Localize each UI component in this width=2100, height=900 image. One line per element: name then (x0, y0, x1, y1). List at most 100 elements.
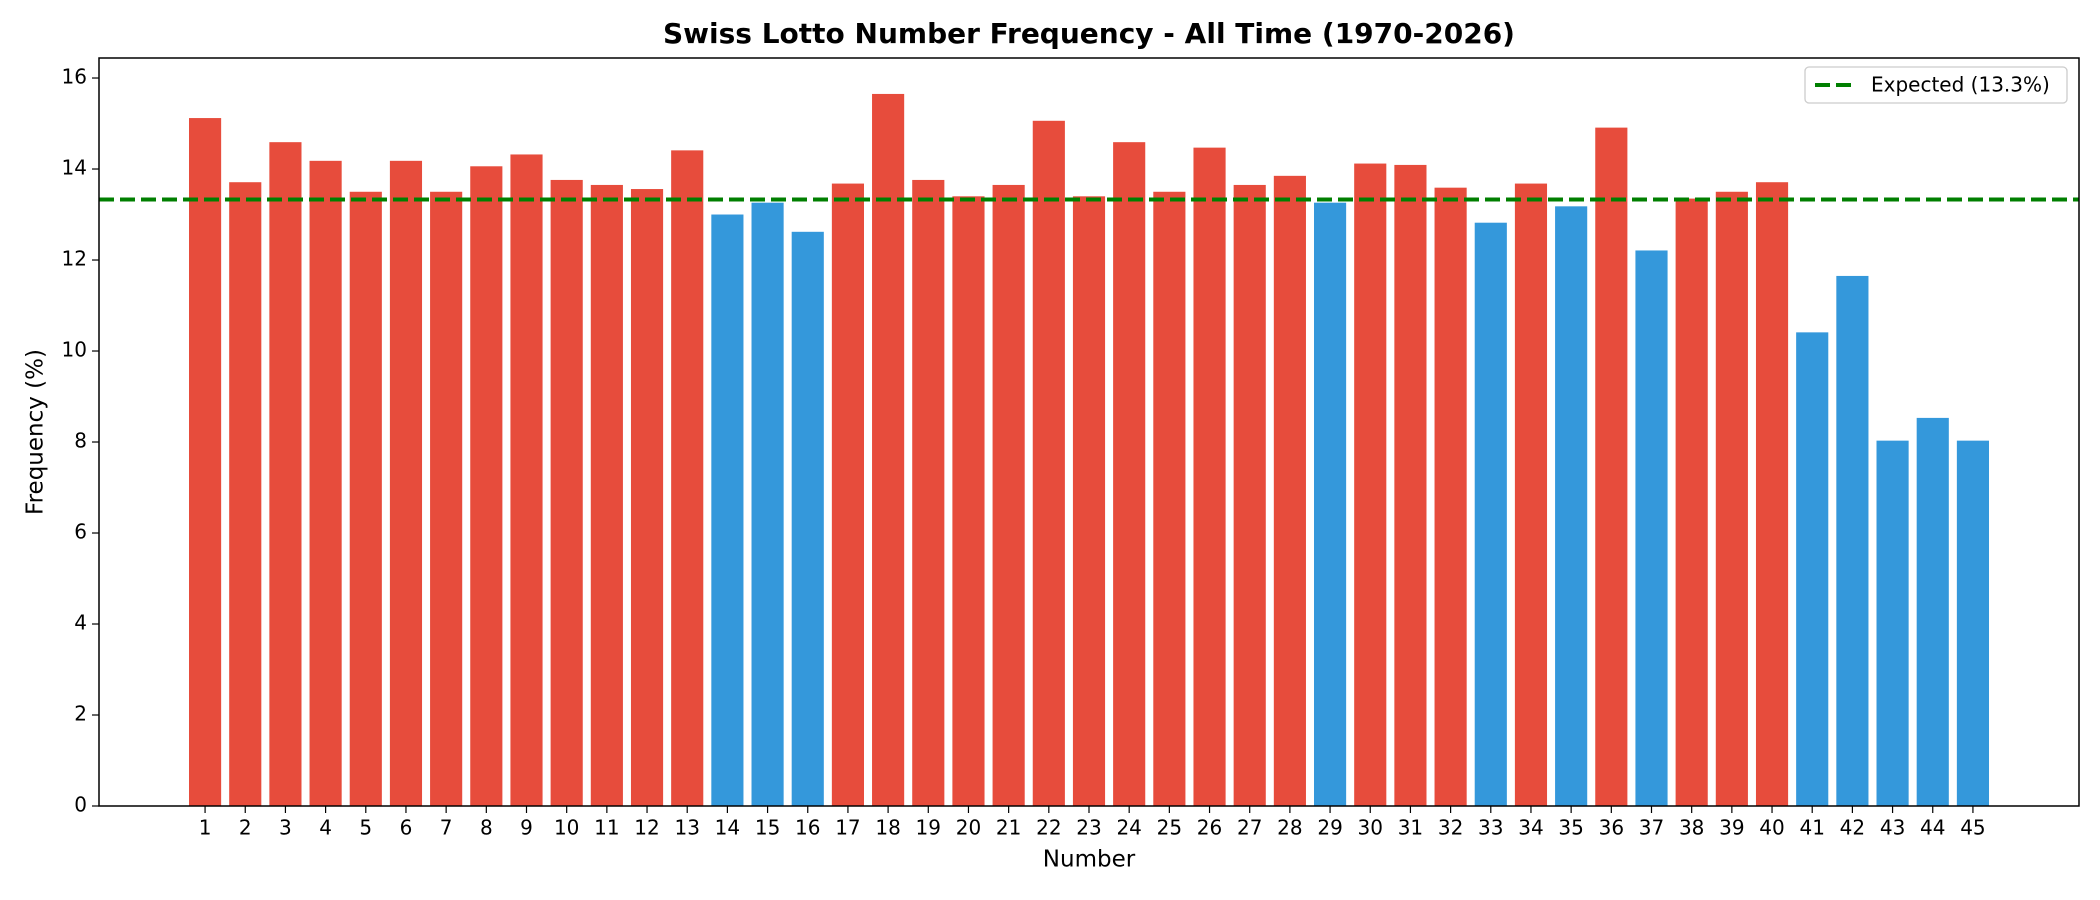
x-tick-label: 22 (1036, 816, 1061, 840)
x-tick-label: 33 (1478, 816, 1503, 840)
x-tick-label: 44 (1920, 816, 1945, 840)
x-tick-label: 17 (835, 816, 860, 840)
bar (1635, 250, 1668, 807)
x-tick-label: 24 (1116, 816, 1141, 840)
x-tick-label: 16 (795, 816, 820, 840)
x-tick-label: 5 (359, 816, 372, 840)
y-tick-label: 14 (62, 156, 87, 180)
x-tick-label: 31 (1398, 816, 1423, 840)
x-tick-label: 12 (634, 816, 659, 840)
x-tick-label: 27 (1237, 816, 1262, 840)
bar (389, 160, 423, 806)
y-tick-label: 0 (74, 793, 87, 817)
x-tick-label: 29 (1317, 816, 1342, 840)
bar (1796, 332, 1829, 806)
bar (1474, 222, 1507, 807)
x-tick-label: 1 (199, 816, 212, 840)
x-tick-label: 14 (715, 816, 740, 840)
y-tick-label: 8 (74, 429, 87, 453)
x-tick-label: 30 (1358, 816, 1383, 840)
x-tick-label: 35 (1558, 816, 1583, 840)
x-tick-label: 45 (1960, 816, 1985, 840)
bar (831, 183, 864, 806)
bar (791, 231, 824, 806)
y-tick-label: 4 (74, 611, 87, 635)
bar (1916, 417, 1949, 806)
bar (1113, 142, 1146, 807)
bar (952, 196, 985, 807)
bar (1956, 440, 1989, 806)
x-tick-label: 13 (674, 816, 699, 840)
bar (189, 118, 222, 806)
bar (671, 150, 704, 806)
bar (1755, 182, 1789, 807)
x-tick-label: 39 (1719, 816, 1744, 840)
x-tick-label: 8 (480, 816, 493, 840)
bar (1153, 191, 1186, 806)
bar (550, 179, 583, 806)
x-tick-label: 21 (996, 816, 1021, 840)
bar (1072, 196, 1106, 807)
x-tick-label: 20 (956, 816, 981, 840)
x-tick-label: 6 (400, 816, 413, 840)
bar (309, 160, 342, 806)
bar (630, 189, 664, 806)
bar (1233, 184, 1266, 807)
bar (229, 182, 262, 807)
y-tick-label: 6 (74, 520, 87, 544)
bar (912, 179, 945, 806)
bar (872, 93, 905, 807)
bar (1032, 120, 1065, 806)
legend-box (1804, 66, 2068, 104)
bar (1715, 191, 1748, 806)
y-tick-label: 16 (62, 65, 87, 89)
bar (711, 214, 744, 806)
x-tick-label: 37 (1639, 816, 1664, 840)
x-tick-label: 7 (440, 816, 453, 840)
x-tick-label: 3 (279, 816, 292, 840)
bar (1595, 127, 1628, 806)
bar (1514, 183, 1548, 806)
bar (1354, 163, 1387, 806)
bar (590, 184, 623, 807)
x-tick-label: 25 (1157, 816, 1182, 840)
bar (1273, 175, 1306, 806)
y-axis-label: Frequency (%) (23, 349, 49, 515)
x-tick-label: 32 (1438, 816, 1463, 840)
x-tick-label: 41 (1799, 816, 1824, 840)
bar (1314, 202, 1347, 806)
bar (1193, 147, 1226, 807)
bar (1555, 206, 1588, 806)
x-tick-label: 2 (239, 816, 252, 840)
x-tick-label: 4 (319, 816, 332, 840)
bar (470, 166, 503, 806)
bar (1876, 440, 1909, 806)
bar (992, 184, 1025, 807)
bar (510, 154, 543, 807)
x-tick-label: 23 (1076, 816, 1101, 840)
bar (1675, 198, 1708, 806)
x-tick-label: 11 (594, 816, 619, 840)
x-tick-label: 36 (1599, 816, 1624, 840)
x-tick-label: 10 (554, 816, 579, 840)
x-tick-label: 38 (1679, 816, 1704, 840)
x-tick-label: 28 (1277, 816, 1302, 840)
x-tick-label: 34 (1518, 816, 1543, 840)
bar (349, 191, 382, 806)
bar (430, 191, 463, 806)
plot-frame (98, 57, 2080, 807)
bar (269, 142, 302, 807)
x-tick-label: 26 (1197, 816, 1222, 840)
x-axis-label: Number (1043, 847, 1136, 873)
y-tick-label: 2 (74, 702, 87, 726)
bar (1434, 187, 1467, 807)
y-tick-label: 10 (62, 338, 87, 362)
bar (751, 202, 784, 806)
x-tick-label: 42 (1840, 816, 1865, 840)
bar (1394, 164, 1427, 807)
bar (1836, 275, 1869, 806)
x-tick-label: 15 (755, 816, 780, 840)
x-tick-label: 18 (875, 816, 900, 840)
x-tick-label: 9 (520, 816, 533, 840)
